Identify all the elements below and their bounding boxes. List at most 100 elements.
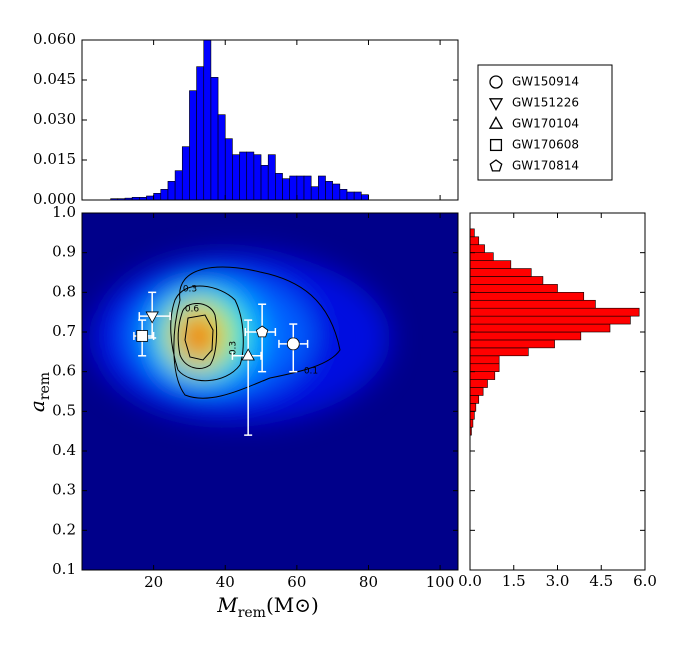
hist-bar — [346, 191, 355, 201]
contour — [177, 303, 218, 369]
y-tick-label: 0.000 — [33, 190, 76, 208]
hist-bar — [469, 260, 512, 269]
contour — [173, 266, 341, 399]
marker — [286, 337, 300, 351]
contour-label: 0.6 — [185, 305, 200, 315]
hist-bar — [181, 146, 190, 201]
legend-marker — [488, 98, 504, 111]
hist-bar — [353, 191, 362, 201]
hist-bar — [469, 228, 475, 238]
marker — [255, 325, 269, 338]
hist-bar — [174, 170, 183, 201]
hist-bar — [469, 379, 488, 388]
density-map — [82, 213, 458, 570]
legend-marker — [488, 116, 504, 129]
hist-bar — [361, 194, 369, 201]
axes-frame — [469, 212, 646, 571]
hist-bar — [469, 395, 480, 404]
hist-bar — [469, 244, 485, 253]
hist-bar — [224, 138, 233, 201]
x-tick-label: 1.5 — [502, 572, 526, 590]
hist-bar — [469, 299, 596, 309]
hist-bar — [469, 339, 555, 349]
legend-marker — [489, 138, 503, 152]
hist-bar — [469, 284, 558, 293]
x-tick-label: 100 — [426, 573, 455, 591]
legend-label: GW151226 — [512, 96, 579, 110]
x-tick-label: 4.5 — [589, 572, 613, 590]
hist-bar — [469, 371, 496, 380]
axes-frame — [81, 212, 459, 571]
y-tick-label: 0.2 — [52, 520, 76, 538]
y-tick-label: 0.7 — [52, 322, 76, 340]
hist-bar — [469, 411, 475, 420]
hist-bar — [469, 307, 640, 317]
hist-bar — [469, 323, 611, 333]
hist-bar — [303, 175, 312, 201]
axes-frame — [81, 39, 459, 201]
hist-bar — [469, 347, 529, 357]
contour — [170, 285, 244, 382]
x-tick-label: 6.0 — [633, 572, 657, 590]
legend-label: GW170104 — [512, 117, 579, 131]
legend-marker — [489, 159, 503, 172]
hist-bar — [469, 315, 631, 325]
x-tick-label: 80 — [359, 573, 378, 591]
x-tick-label: 60 — [287, 573, 306, 591]
hist-bar — [267, 154, 276, 201]
hist-bar — [469, 292, 585, 301]
x-tick-label: 20 — [144, 573, 163, 591]
hist-bar — [189, 90, 197, 201]
y-label-sub: rem — [37, 372, 53, 400]
x-label-unit: (M⊙) — [266, 593, 319, 617]
legend-marker — [489, 75, 503, 89]
y-tick-label: 0.4 — [52, 441, 76, 459]
hist-bar — [469, 236, 480, 246]
hist-bar — [325, 181, 333, 201]
y-tick-label: 0.3 — [52, 481, 76, 499]
legend-label: GW170608 — [512, 138, 579, 152]
y-tick-label: 0.1 — [52, 560, 76, 578]
legend-label: GW150914 — [512, 75, 579, 89]
hist-bar — [196, 66, 205, 201]
hist-bar — [253, 154, 262, 201]
hist-bar — [239, 151, 248, 201]
hist-bar — [167, 181, 176, 201]
contour-label: 0.1 — [304, 367, 318, 377]
hist-bar — [339, 189, 348, 201]
contour-label: 0.3 — [229, 341, 239, 355]
marker — [136, 330, 148, 342]
hist-bar — [469, 276, 544, 285]
hist-bar — [469, 355, 500, 365]
hist-bar — [469, 403, 477, 412]
marker — [145, 311, 159, 324]
x-tick-label: 0.0 — [458, 572, 482, 590]
hist-bar — [260, 165, 269, 201]
hist-bar — [282, 178, 290, 201]
hist-bar — [217, 114, 226, 201]
y-tick-label: 0.8 — [52, 282, 76, 300]
contour-label: 0.3 — [183, 285, 197, 295]
hist-bar — [289, 175, 298, 201]
hist-bar — [318, 175, 326, 201]
y-tick-label: 0.030 — [33, 110, 76, 128]
x-label-symbol: M — [216, 593, 238, 617]
x-tick-label: 40 — [216, 573, 235, 591]
x-tick-label: 3.0 — [546, 572, 570, 590]
hist-bar — [275, 173, 283, 201]
y-label-symbol: a — [25, 400, 49, 412]
y-tick-label: 0.9 — [52, 243, 76, 261]
y-tick-label: 0.060 — [33, 30, 76, 48]
y-tick-label: 0.5 — [52, 401, 76, 419]
hist-bar — [232, 154, 240, 201]
y-tick-label: 1.0 — [52, 203, 76, 221]
hist-bar — [296, 175, 305, 201]
hist-bar — [160, 189, 169, 201]
legend-label: GW170814 — [512, 159, 579, 173]
hist-bar — [146, 195, 154, 201]
marker — [241, 348, 255, 361]
hist-bar — [469, 268, 532, 277]
hist-bar — [469, 363, 500, 372]
y-axis-label: arem — [25, 372, 53, 412]
